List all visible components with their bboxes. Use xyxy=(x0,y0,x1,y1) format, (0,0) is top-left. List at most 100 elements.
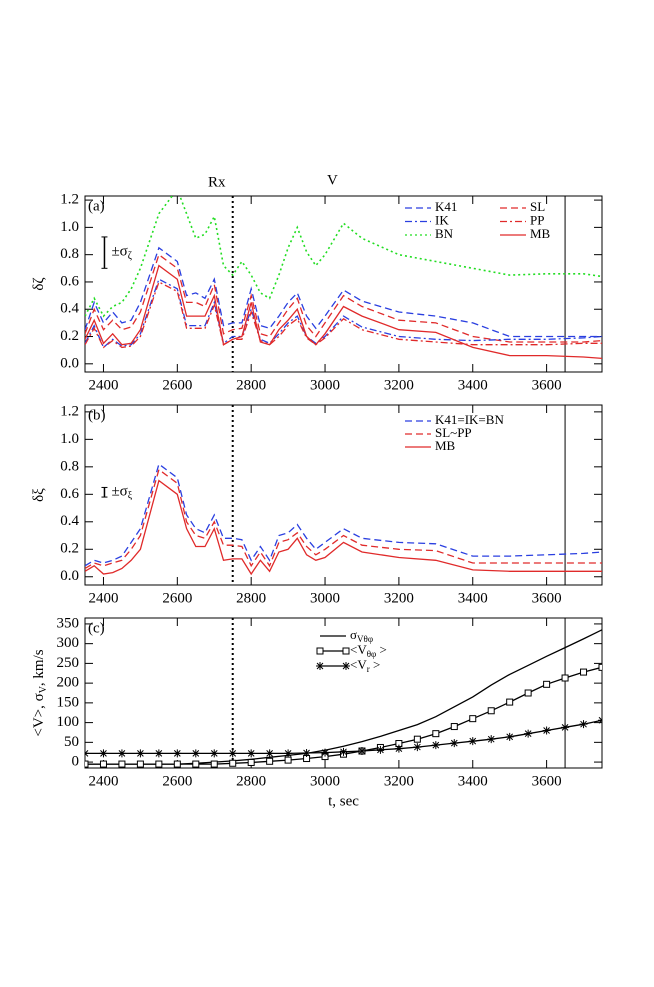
marker-star xyxy=(468,737,477,746)
x-tick-label: 3200 xyxy=(384,590,414,606)
legend-marker xyxy=(316,662,324,670)
series-group xyxy=(85,196,602,360)
y-axis-label: δζ xyxy=(31,277,47,290)
legend-name-end: > xyxy=(370,657,381,672)
legend-label: σVθφ xyxy=(350,627,373,644)
x-tick-label: 2600 xyxy=(162,377,192,393)
series-line xyxy=(85,281,602,349)
marker-star xyxy=(85,749,89,758)
y-tick-label: 0.2 xyxy=(60,328,79,344)
legend-label: K41=IK=BN xyxy=(435,412,504,427)
series-line xyxy=(85,253,602,343)
y-tick-label: 0.0 xyxy=(60,355,79,371)
y-axis-label: <V>, σV, km/s xyxy=(31,649,49,736)
marker-square xyxy=(266,757,274,765)
x-axis-label: t, sec xyxy=(328,793,359,809)
marker-square xyxy=(561,674,569,682)
x-tick-label: 2800 xyxy=(236,773,266,789)
vline-label: Rx xyxy=(208,174,226,190)
x-tick-label: 3400 xyxy=(458,377,488,393)
marker-star xyxy=(413,743,422,752)
marker-square xyxy=(229,759,237,767)
y-tick-label: 0.8 xyxy=(60,458,79,474)
error-label-sub: ξ xyxy=(128,491,133,502)
series-line xyxy=(85,468,602,570)
marker-star xyxy=(376,745,385,754)
series-line xyxy=(85,264,602,360)
panel-label: (a) xyxy=(88,198,105,214)
legend-label: K41 xyxy=(435,199,457,214)
marker-star xyxy=(579,720,588,729)
marker-square xyxy=(284,756,292,764)
marker-star xyxy=(265,749,274,758)
marker-star xyxy=(191,749,200,758)
marker-star xyxy=(431,741,440,750)
marker-square xyxy=(598,663,602,671)
x-tick-label: 2400 xyxy=(88,377,118,393)
marker-star xyxy=(284,749,293,758)
marker-square xyxy=(543,680,551,688)
marker-square xyxy=(210,760,218,768)
marker-star xyxy=(561,723,570,732)
marker-star xyxy=(487,735,496,744)
marker-star xyxy=(210,749,219,758)
marker-square xyxy=(118,760,126,768)
series-line xyxy=(85,196,602,318)
y-tick-label: 100 xyxy=(57,714,80,730)
marker-square xyxy=(450,723,458,731)
marker-star xyxy=(173,749,182,758)
legend-label: MB xyxy=(435,438,456,453)
series-group xyxy=(85,463,602,576)
panel-label: (c) xyxy=(88,620,105,636)
error-label: ±σξ xyxy=(111,484,132,502)
legend-label: PP xyxy=(530,212,544,227)
y-tick-label: 150 xyxy=(57,694,80,710)
series-line xyxy=(85,278,602,349)
legend-name: <V xyxy=(350,657,367,672)
y-tick-label: 1.2 xyxy=(60,192,79,208)
marker-star xyxy=(247,749,256,758)
marker-square xyxy=(469,715,477,723)
marker-square xyxy=(192,760,200,768)
marker-square xyxy=(506,698,514,706)
marker-star xyxy=(154,749,163,758)
legend-marker xyxy=(316,647,324,655)
x-tick-label: 3200 xyxy=(384,773,414,789)
x-tick-label: 2600 xyxy=(162,773,192,789)
marker-square xyxy=(247,758,255,766)
y-tick-label: 250 xyxy=(57,655,80,671)
marker-star xyxy=(357,747,366,756)
x-tick-label: 3000 xyxy=(310,590,340,606)
legend-name: SL~PP xyxy=(435,425,472,440)
legend-label: MB xyxy=(530,226,551,241)
marker-star xyxy=(136,749,145,758)
legend-label: SL xyxy=(530,199,545,214)
marker-star xyxy=(342,662,350,670)
marker-square xyxy=(580,668,588,676)
marker-star xyxy=(228,749,237,758)
y-label-text: δζ xyxy=(31,277,47,290)
marker-star xyxy=(598,716,602,725)
legend-label: BN xyxy=(435,226,454,241)
legend-name: SL xyxy=(530,199,545,214)
legend-name-sub: Vθφ xyxy=(357,634,373,644)
plot-frame xyxy=(84,617,603,769)
marker-square xyxy=(432,730,440,738)
panel-label: (b) xyxy=(88,407,106,423)
legend-name: σ xyxy=(350,627,357,642)
legend-label: <Vθφ > xyxy=(350,642,387,659)
y-tick-label: 0.6 xyxy=(60,486,79,502)
marker-square xyxy=(136,760,144,768)
legend-label: IK xyxy=(435,212,449,227)
legend-name-sub: r xyxy=(367,664,370,674)
legend-name: MB xyxy=(530,226,551,241)
y-tick-label: 1.0 xyxy=(60,431,79,447)
marker-square xyxy=(413,735,421,743)
marker-square xyxy=(155,760,163,768)
error-label: ±σζ xyxy=(111,244,131,262)
y-axis-label: δξ xyxy=(31,488,47,502)
legend-name: K41=IK=BN xyxy=(435,412,504,427)
y-label-text: δξ xyxy=(31,488,47,502)
x-tick-label: 3200 xyxy=(384,377,414,393)
